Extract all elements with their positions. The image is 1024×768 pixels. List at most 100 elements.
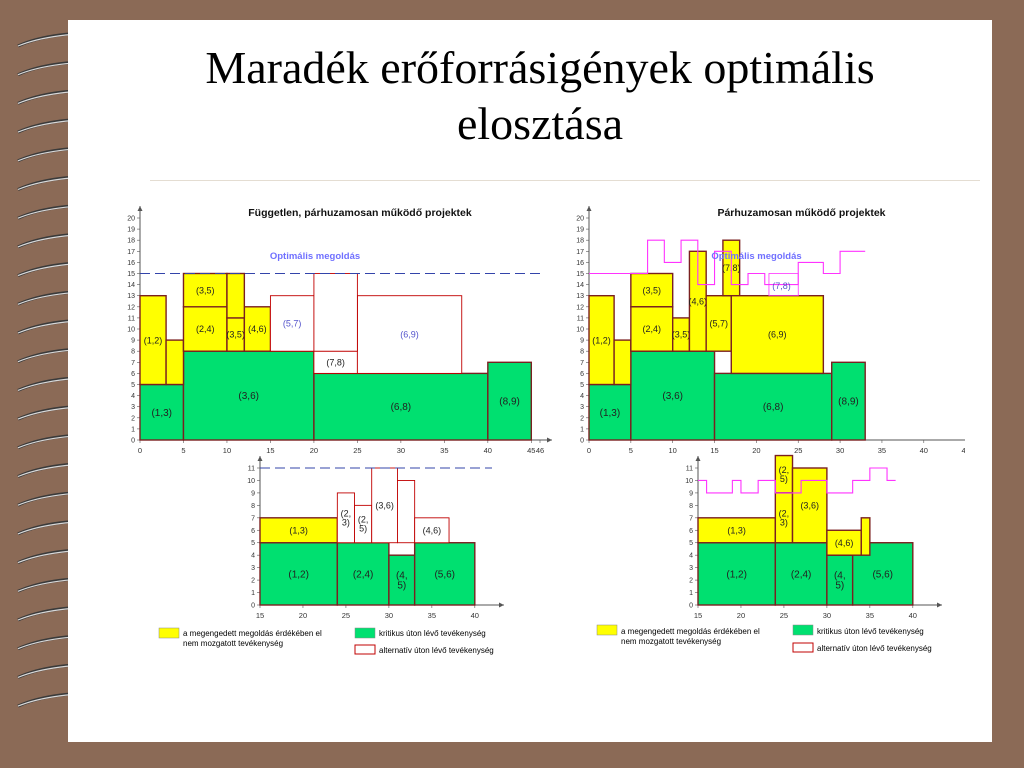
x-tick-label: 15 bbox=[256, 611, 264, 620]
activity-label: 5) bbox=[835, 581, 844, 592]
x-tick-label: 35 bbox=[428, 611, 436, 620]
y-tick-label: 20 bbox=[576, 216, 584, 223]
activity-label: (1,2) bbox=[592, 335, 611, 345]
activity-bar bbox=[613, 339, 632, 386]
y-tick-label: 1 bbox=[131, 426, 135, 433]
chart-title: Párhuzamosan működő projektek bbox=[717, 207, 885, 219]
activity-bar bbox=[487, 361, 533, 441]
x-tick-label: 0 bbox=[138, 446, 142, 455]
y-tick-label: 9 bbox=[580, 338, 584, 345]
x-tick-label: 30 bbox=[397, 446, 405, 455]
y-tick-label: 11 bbox=[128, 315, 135, 322]
activity-bar bbox=[630, 272, 674, 308]
y-tick-label: 20 bbox=[127, 216, 135, 223]
y-tick-label: 3 bbox=[131, 404, 135, 411]
y-tick-label: 2 bbox=[131, 415, 135, 422]
y-tick-label: 16 bbox=[127, 260, 135, 267]
activity-bar bbox=[165, 339, 185, 386]
y-tick-label: 18 bbox=[576, 238, 584, 245]
y-tick-label: 0 bbox=[251, 603, 255, 610]
activity-bar bbox=[860, 517, 871, 556]
y-tick-label: 3 bbox=[580, 404, 584, 411]
activity-label: (5,6) bbox=[434, 569, 455, 580]
activity-label: (3,5) bbox=[643, 285, 662, 295]
activity-label: (2,4) bbox=[791, 569, 812, 580]
legend-yellow-text-2-right: nem mozgatott tevékenység bbox=[621, 637, 721, 646]
legend-yellow-text-1-right: a megengedett megoldás érdékében el bbox=[621, 627, 760, 636]
activity-label: (3,5) bbox=[226, 330, 245, 340]
y-tick-label: 6 bbox=[580, 371, 584, 378]
x-tick-label: 25 bbox=[794, 446, 802, 455]
activity-bar bbox=[831, 361, 866, 441]
slide-title-line1: Maradék erőforrásigények optimális bbox=[205, 42, 875, 93]
activity-label: (6,8) bbox=[763, 402, 784, 413]
activity-label: (5,7) bbox=[709, 319, 728, 329]
x-axis-arrow bbox=[499, 602, 504, 608]
y-tick-label: 9 bbox=[251, 490, 255, 497]
activity-bar bbox=[269, 295, 315, 352]
activity-label: (5,6) bbox=[872, 569, 893, 580]
activity-label: (4,6) bbox=[835, 538, 854, 548]
legend-yellow-swatch bbox=[158, 627, 180, 639]
y-tick-label: 3 bbox=[689, 565, 693, 572]
legend-yellow-text-2: nem mozgatott tevékenység bbox=[183, 639, 283, 648]
y-tick-label: 2 bbox=[580, 415, 584, 422]
legend-yellow-swatch-right bbox=[596, 624, 618, 636]
activity-bar bbox=[697, 517, 777, 544]
y-tick-label: 9 bbox=[689, 490, 693, 497]
y-tick-label: 1 bbox=[251, 590, 255, 597]
activity-label: (6,9) bbox=[768, 330, 787, 340]
optimal-annotation: Optimális megoldás bbox=[270, 251, 360, 262]
legend-alt-swatch bbox=[354, 644, 376, 655]
y-tick-label: 6 bbox=[689, 528, 693, 535]
x-tick-label: 10 bbox=[669, 446, 677, 455]
y-tick-label: 6 bbox=[251, 528, 255, 535]
activity-bar bbox=[182, 350, 315, 441]
activity-bar bbox=[630, 350, 716, 441]
y-tick-label: 0 bbox=[580, 438, 584, 445]
y-tick-label: 2 bbox=[689, 578, 693, 585]
activity-label: (2, bbox=[779, 508, 790, 518]
x-tick-label: 25 bbox=[353, 446, 361, 455]
x-tick-label: 45 bbox=[961, 446, 965, 455]
x-tick-label: 35 bbox=[866, 611, 874, 620]
activity-label: (1,2) bbox=[144, 335, 163, 345]
activity-label: (8,9) bbox=[499, 397, 520, 408]
activity-bar bbox=[414, 517, 450, 544]
activity-label: (2, bbox=[341, 508, 352, 518]
activity-bar bbox=[397, 480, 416, 544]
activity-label: (2,4) bbox=[353, 569, 374, 580]
activity-label: (4,6) bbox=[423, 525, 442, 535]
activity-label: (7,8) bbox=[326, 357, 345, 367]
y-tick-label: 7 bbox=[689, 515, 693, 522]
y-tick-label: 4 bbox=[580, 393, 584, 400]
activity-label: 3) bbox=[780, 517, 788, 527]
activity-label: (1,3) bbox=[289, 525, 308, 535]
y-tick-label: 11 bbox=[248, 466, 255, 473]
activity-label: (1,2) bbox=[288, 569, 309, 580]
activity-label: (4,6) bbox=[248, 324, 267, 334]
activity-bar bbox=[371, 467, 398, 544]
y-tick-label: 7 bbox=[580, 360, 584, 367]
x-axis-arrow bbox=[547, 437, 552, 443]
activity-bar bbox=[413, 542, 476, 606]
y-tick-label: 4 bbox=[131, 393, 135, 400]
activity-bar bbox=[259, 542, 339, 606]
activity-bar bbox=[588, 294, 615, 386]
y-tick-label: 0 bbox=[131, 438, 135, 445]
y-tick-label: 4 bbox=[689, 553, 693, 560]
activity-label: (8,9) bbox=[838, 397, 859, 408]
y-tick-label: 9 bbox=[131, 338, 135, 345]
y-tick-label: 12 bbox=[576, 304, 584, 311]
activity-label: (3,6) bbox=[375, 501, 394, 511]
x-tick-label: 40 bbox=[484, 446, 492, 455]
legend-left: a megengedett megoldás érdékében el nem … bbox=[158, 627, 494, 655]
activity-bar bbox=[313, 273, 358, 352]
y-axis-arrow bbox=[137, 206, 143, 211]
activity-bar bbox=[705, 294, 732, 352]
y-tick-label: 8 bbox=[251, 503, 255, 510]
activity-label: (4, bbox=[396, 571, 408, 582]
y-tick-label: 3 bbox=[251, 565, 255, 572]
legend-right: a megengedett megoldás érdékében el nem … bbox=[596, 624, 932, 653]
